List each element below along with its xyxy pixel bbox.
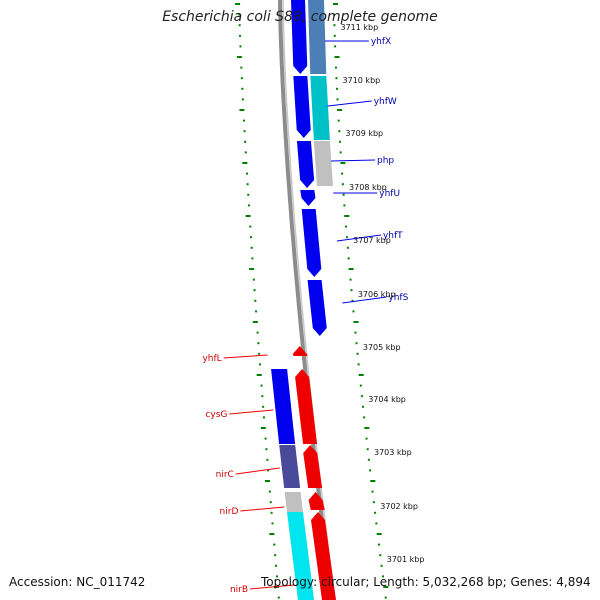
- gene-label-yhfU: yhfU: [379, 189, 400, 199]
- gene-label-nirD: nirD: [220, 507, 239, 517]
- gene-leader-line: [223, 354, 268, 359]
- gene-label-nirB: nirB: [230, 585, 248, 595]
- gene-leader-line: [342, 296, 387, 304]
- scale-label-layer: 3711 kbp 3710 kbp 3709 kbp 3708 kbp 3707 kbp…: [340, 23, 424, 564]
- scale-label: 3705 kbp: [363, 343, 401, 352]
- scale-label: 3704 kbp: [368, 395, 406, 404]
- outer-tick-ring: [333, 3, 389, 599]
- reverse-gene-arrow: [308, 492, 325, 510]
- reverse-gene-arrow: [303, 445, 323, 488]
- scale-label: 3708 kbp: [349, 183, 387, 192]
- cog-block: [284, 492, 303, 512]
- gene-label-yhfX: yhfX: [371, 37, 391, 47]
- gene-label-yhfW: yhfW: [374, 97, 397, 107]
- scale-label: 3706 kbp: [358, 290, 396, 299]
- genome-summary: Topology: circular; Length: 5,032,268 bp…: [261, 575, 591, 589]
- gene-track: [291, 0, 336, 600]
- gene-leader-line: [336, 234, 382, 242]
- gene-label-yhfL: yhfL: [202, 354, 221, 364]
- cog-block: [308, 0, 327, 74]
- gene-label-yhfT: yhfT: [383, 231, 403, 241]
- forward-gene-arrow: [301, 209, 322, 277]
- scale-label: 3711 kbp: [340, 23, 378, 32]
- cog-category-track: [271, 0, 333, 600]
- gene-leader-line: [331, 159, 376, 162]
- cog-block: [286, 512, 314, 600]
- gene-leader-line: [240, 506, 285, 512]
- scale-label: 3701 kbp: [387, 555, 425, 564]
- forward-gene-arrow: [291, 0, 308, 74]
- inner-tick-ring: [235, 3, 280, 599]
- gene-leader-line: [250, 584, 295, 590]
- gene-label-cysG: cysG: [205, 410, 227, 420]
- reverse-gene-arrow: [310, 512, 336, 600]
- gene-label-php: php: [377, 156, 394, 166]
- forward-gene-arrow: [307, 280, 327, 336]
- forward-gene-arrow: [296, 141, 315, 188]
- scale-label: 3702 kbp: [380, 502, 418, 511]
- gene-leader-line: [327, 100, 372, 107]
- reverse-gene-arrow: [295, 369, 318, 444]
- scale-label: 3707 kbp: [353, 236, 391, 245]
- gene-label-layer: yhfX yhfW php yhfU yhfT yhfS yhfL cysG nirC nirD n…: [202, 37, 408, 595]
- gene-label-yhfS: yhfS: [388, 293, 408, 303]
- gene-label-nirC: nirC: [216, 470, 234, 480]
- accession-label: Accession: NC_011742: [9, 575, 146, 589]
- reverse-gene-arrow: [292, 346, 308, 356]
- forward-gene-arrow: [293, 76, 311, 138]
- map-title: Escherichia coli S88, complete genome: [162, 9, 438, 25]
- cog-block: [313, 141, 333, 186]
- cog-block: [310, 76, 330, 140]
- scale-label: 3703 kbp: [374, 448, 412, 457]
- gene-leader-line: [235, 467, 280, 475]
- cog-block: [279, 445, 301, 488]
- forward-gene-arrow: [300, 190, 316, 206]
- scale-label: 3709 kbp: [345, 129, 383, 138]
- scale-label: 3710 kbp: [343, 76, 381, 85]
- gene-leader-line: [229, 409, 274, 415]
- cog-block: [271, 369, 296, 444]
